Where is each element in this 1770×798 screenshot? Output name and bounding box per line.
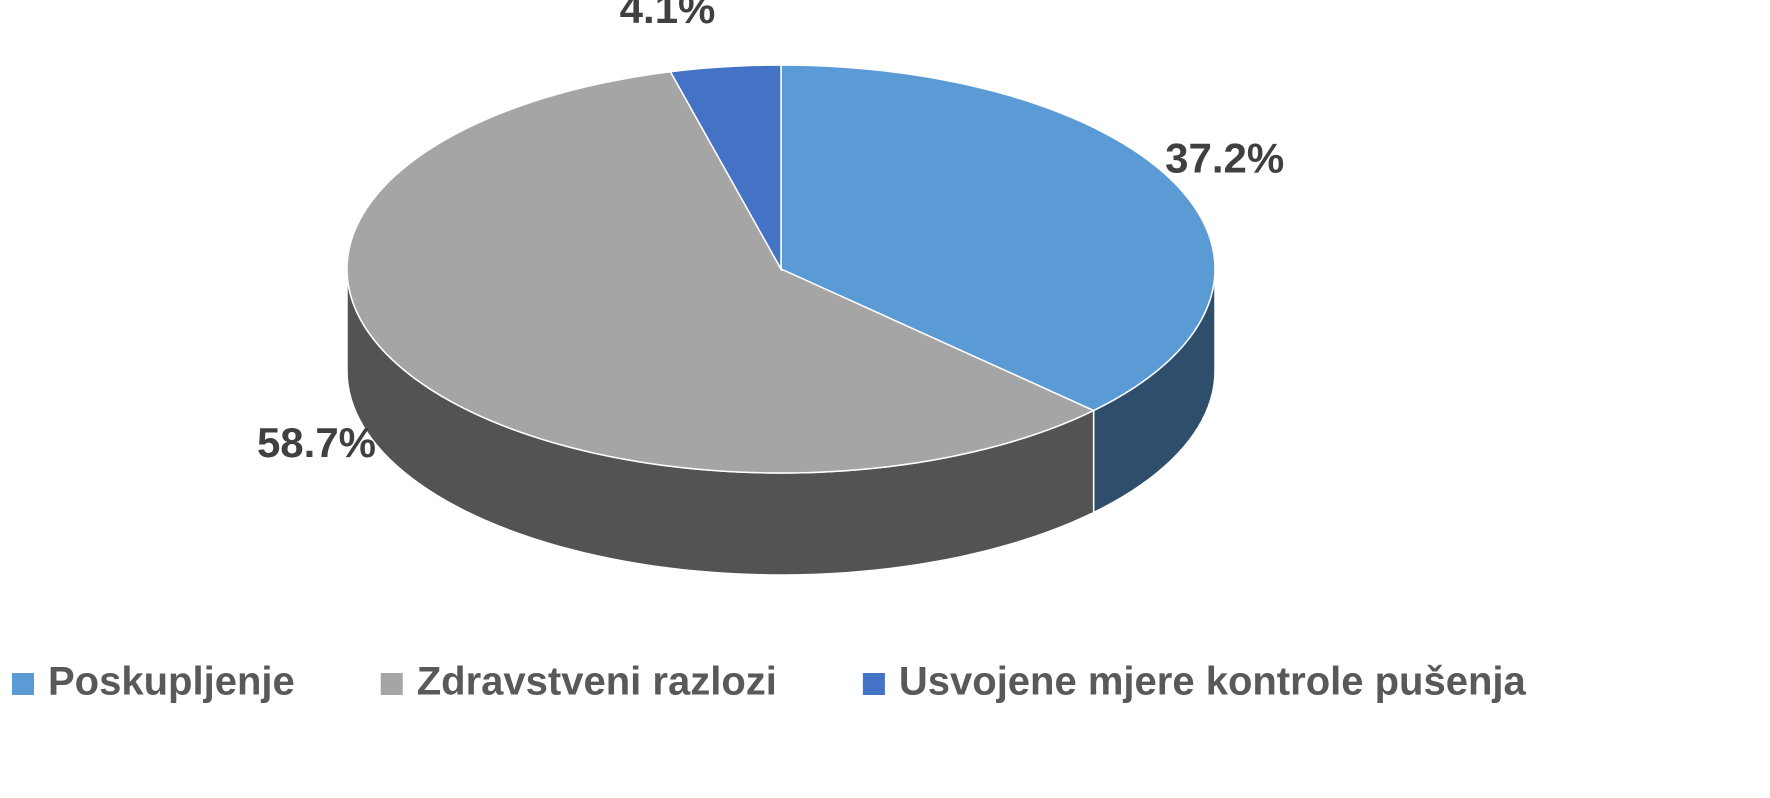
- legend-swatch: [380, 673, 403, 695]
- legend-label: Poskupljenje: [48, 660, 295, 704]
- pie-slice: [669, 64, 782, 272]
- pie-slice: [780, 64, 1216, 412]
- legend-swatch: [12, 673, 34, 695]
- legend-label: Usvojene mjere kontrole pušenja: [899, 660, 1527, 704]
- pie-slice: [346, 70, 1096, 474]
- legend-label: Zdravstveni razlozi: [417, 660, 777, 704]
- data-label: 37.2%: [1165, 135, 1284, 182]
- legend-swatch: [862, 673, 885, 695]
- data-label: 58.7%: [257, 419, 376, 466]
- data-label: 4.1%: [620, 0, 716, 32]
